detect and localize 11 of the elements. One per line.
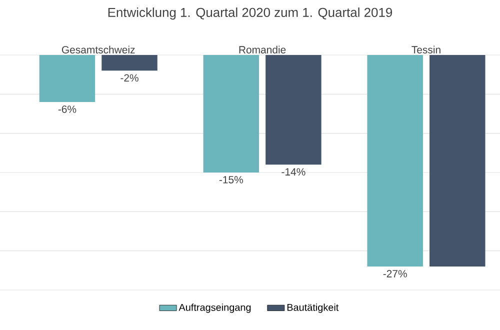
data-label: -2% (120, 74, 138, 82)
x-tick-label: Romandie (239, 46, 286, 54)
chart-title: Entwicklung 1. Quartal 2020 zum 1. Quartal 2019 (108, 8, 392, 20)
data-label: -14% (282, 168, 306, 176)
x-tick-label: Gesamtschweiz (62, 46, 135, 54)
x-tick-label: Tessin (412, 46, 440, 54)
data-label: -27% (383, 270, 407, 278)
legend-label: Bautätigkeit (287, 304, 339, 313)
legend-label: Auftragseingang (178, 304, 251, 313)
data-label: -6% (58, 106, 76, 113)
data-label: -15% (219, 176, 243, 184)
